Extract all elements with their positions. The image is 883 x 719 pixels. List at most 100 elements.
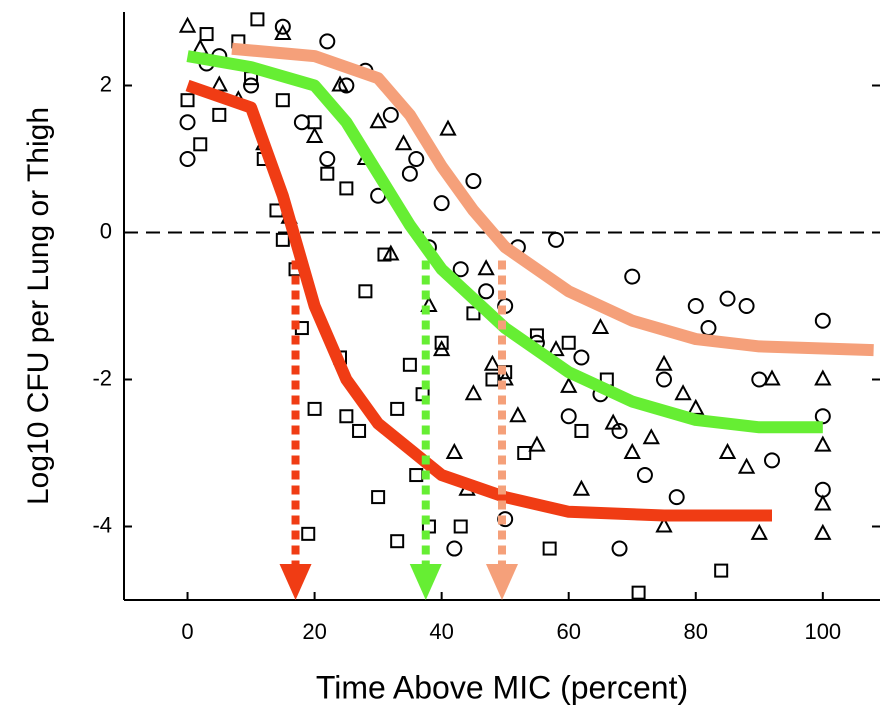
point [561, 335, 576, 350]
point [674, 384, 692, 401]
point [814, 312, 831, 329]
point [560, 376, 578, 393]
threshold-arrow [486, 564, 518, 600]
point [319, 151, 336, 167]
point [212, 107, 227, 122]
point [409, 468, 424, 483]
point [179, 151, 196, 167]
point [687, 298, 704, 314]
point [301, 526, 316, 541]
point [369, 112, 387, 129]
point [338, 77, 355, 94]
point [718, 442, 737, 459]
x-tick-label: 40 [429, 619, 453, 644]
point [339, 409, 354, 424]
point [371, 490, 386, 505]
point [738, 298, 755, 314]
point [528, 435, 546, 452]
point [243, 77, 260, 94]
point [572, 479, 591, 496]
point [358, 284, 373, 299]
point [750, 523, 768, 540]
point [275, 232, 290, 247]
x-axis-label: Time Above MIC (percent) [316, 669, 688, 705]
point [548, 231, 564, 248]
point [560, 408, 577, 425]
point [636, 467, 653, 484]
point [655, 516, 673, 533]
point [382, 106, 399, 123]
fit-curve [186, 50, 823, 434]
point [331, 75, 349, 92]
point [305, 126, 324, 143]
fit-curve [231, 42, 874, 357]
point [452, 261, 469, 278]
point [763, 369, 781, 386]
point [719, 290, 736, 307]
x-tick-label: 60 [556, 619, 580, 644]
point [320, 166, 335, 181]
point [611, 540, 628, 557]
point [687, 398, 705, 415]
point [485, 372, 500, 387]
point [814, 408, 831, 425]
point [433, 195, 450, 212]
point [547, 339, 565, 357]
point [623, 442, 641, 459]
threshold-arrow [279, 564, 312, 600]
fit-curve [185, 79, 772, 522]
point [591, 317, 610, 335]
point [668, 489, 685, 506]
point [542, 541, 557, 556]
point [529, 328, 544, 343]
point [402, 357, 417, 372]
point [390, 401, 405, 416]
point [814, 494, 832, 511]
point [656, 371, 672, 388]
point [814, 369, 832, 386]
point [814, 523, 832, 540]
point [611, 422, 628, 439]
point [574, 423, 589, 438]
point [478, 283, 495, 300]
y-tick-label: -2 [92, 365, 112, 390]
point [339, 181, 354, 196]
point [573, 349, 590, 366]
y-tick-label: -4 [92, 512, 112, 537]
point [477, 259, 495, 276]
point [642, 428, 660, 445]
threshold-arrow [409, 564, 442, 600]
point [199, 27, 214, 42]
point [466, 306, 481, 321]
point [737, 457, 756, 474]
point [751, 371, 768, 388]
x-tick-label: 20 [302, 619, 326, 644]
point [275, 93, 290, 108]
point [764, 452, 780, 469]
y-axis-label: Log10 CFU per Lung or Thigh [22, 107, 55, 505]
point [377, 247, 392, 262]
point [814, 435, 832, 452]
point [394, 134, 413, 151]
point [307, 115, 322, 130]
point [250, 12, 265, 27]
point [446, 540, 463, 557]
point [624, 268, 641, 285]
point [465, 173, 482, 190]
point [390, 534, 405, 549]
point [434, 335, 449, 350]
point [293, 114, 310, 131]
y-tick-label: 0 [100, 218, 112, 243]
point [445, 442, 464, 459]
point [352, 423, 367, 438]
point [401, 165, 418, 182]
x-tick-label: 0 [181, 619, 193, 644]
point [483, 354, 502, 371]
point [178, 16, 197, 33]
point [453, 519, 468, 534]
x-tick-label: 80 [684, 619, 708, 644]
point [655, 354, 673, 371]
x-tick-label: 100 [804, 619, 841, 644]
point [274, 18, 291, 35]
